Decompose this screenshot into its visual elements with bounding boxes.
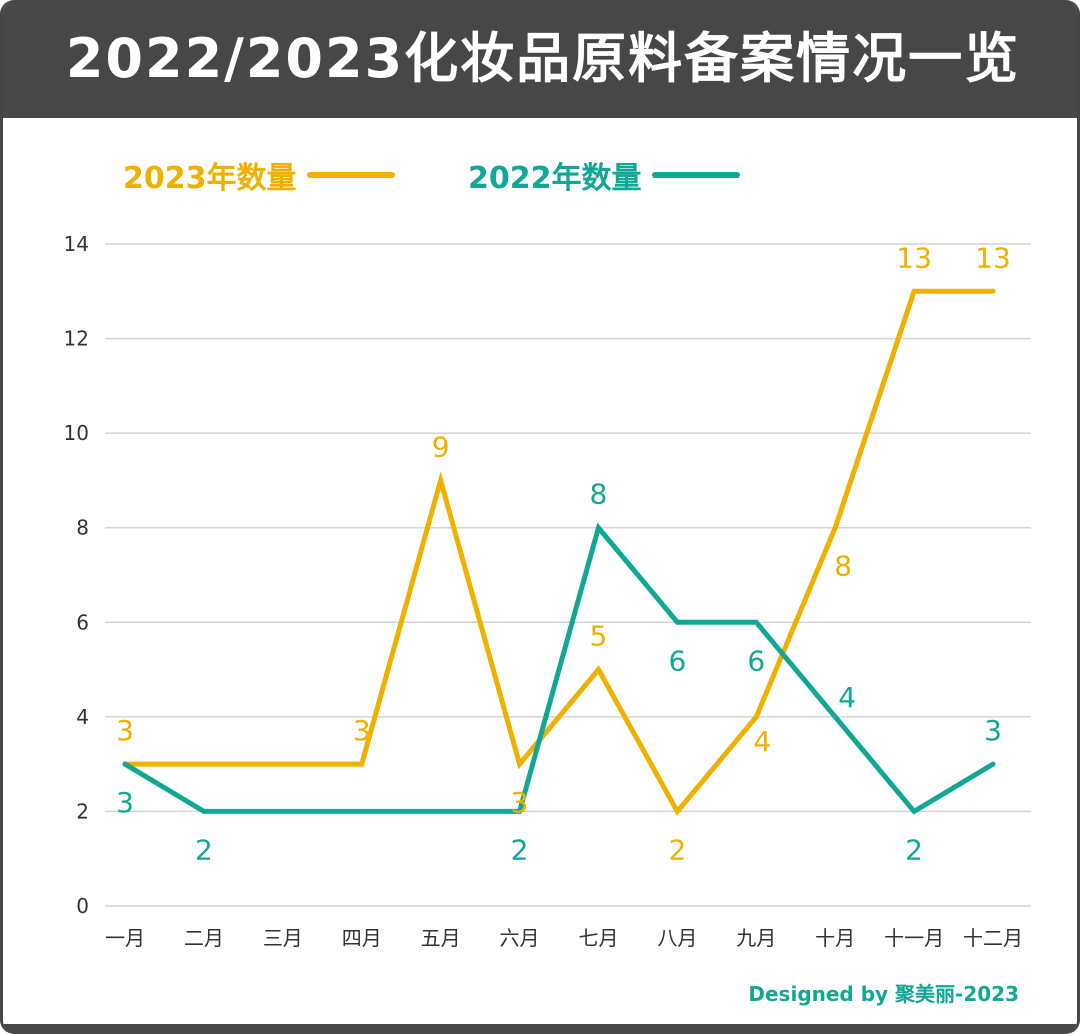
data-label-2022: 3	[116, 786, 134, 819]
x-tick-label: 五月	[421, 926, 461, 950]
x-tick-label: 六月	[500, 926, 540, 950]
header-bar	[3, 0, 1077, 118]
x-tick-label: 七月	[578, 926, 618, 950]
data-label-2022: 6	[668, 644, 686, 677]
legend-swatch-2023	[306, 172, 395, 178]
x-tick-label: 一月	[105, 926, 145, 950]
legend-label-2023: 2023年数量	[123, 161, 297, 196]
data-label-2022: 4	[838, 681, 856, 714]
line-chart: 0 2 4 6 8 10 12 14 一月 二月 三月 四月 五月 六月 七月 八月 九月 十月 十一月 十二月 3 3 9…	[64, 232, 1031, 950]
data-label-2022: 3	[984, 714, 1002, 747]
y-tick-label: 8	[76, 516, 89, 540]
data-label-2023: 3	[511, 786, 529, 819]
credit-text: Designed by 聚美丽-2023	[748, 982, 1019, 1006]
legend-swatch-2022	[651, 172, 740, 178]
legend-label-2022: 2022年数量	[468, 161, 642, 196]
legend-item-2023: 2023年数量	[123, 150, 395, 200]
data-label-2023: 3	[353, 714, 371, 747]
y-tick-label: 6	[76, 610, 89, 634]
legend-item-2022: 2022年数量	[468, 150, 740, 200]
data-label-2023: 9	[432, 430, 450, 463]
x-tick-label: 二月	[184, 926, 224, 950]
footer-bar	[3, 1024, 1077, 1034]
y-tick-label: 12	[64, 327, 89, 351]
y-tick-label: 10	[64, 421, 89, 445]
y-tick-label: 2	[76, 799, 89, 823]
data-label-2023: 13	[975, 241, 1011, 274]
data-label-2022: 2	[195, 833, 213, 866]
series-line-2023	[122, 288, 996, 816]
data-label-2023: 2	[668, 833, 686, 866]
data-label-2023: 5	[590, 620, 608, 653]
x-tick-label: 四月	[342, 926, 382, 950]
x-tick-label: 三月	[263, 926, 303, 950]
series-line-2022	[122, 522, 996, 815]
data-label-2023: 8	[834, 550, 852, 583]
y-tick-label: 0	[76, 894, 89, 918]
x-tick-label: 八月	[657, 926, 697, 950]
data-label-2023: 4	[753, 725, 771, 758]
data-label-2022: 2	[511, 833, 529, 866]
chart-title: 2022/2023化妆品原料备案情况一览	[65, 27, 1021, 90]
x-tick-label: 十月	[815, 926, 855, 950]
x-tick-label: 十二月	[963, 926, 1023, 950]
data-label-2023: 13	[896, 241, 932, 274]
y-tick-label: 4	[76, 705, 89, 729]
data-label-2022: 6	[747, 644, 765, 677]
data-label-2022: 8	[590, 478, 608, 511]
y-tick-label: 14	[64, 232, 89, 256]
x-tick-label: 九月	[736, 926, 776, 950]
data-label-2022: 2	[905, 833, 923, 866]
data-label-2023: 3	[116, 714, 134, 747]
x-tick-label: 十一月	[884, 926, 944, 950]
